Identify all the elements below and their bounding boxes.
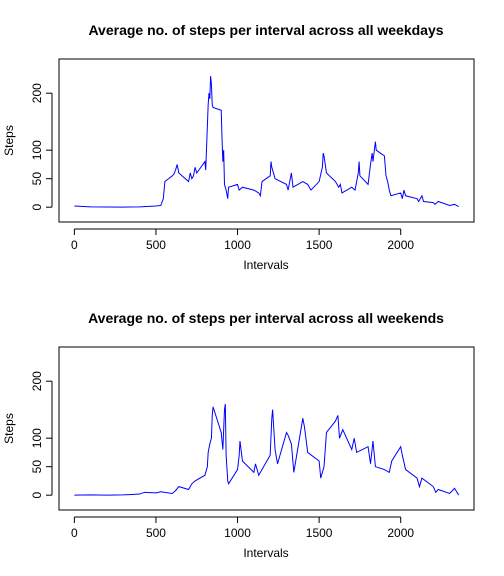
x-tick-label: 2000 [387, 526, 414, 540]
y-tick-label: 200 [30, 371, 44, 391]
y-tick-label: 200 [30, 83, 44, 103]
x-axis-label: Intervals [243, 258, 288, 272]
y-axis-label: Steps [2, 125, 16, 156]
line [74, 76, 459, 208]
line [74, 403, 460, 496]
y-tick-label: 50 [30, 460, 44, 474]
x-tick-label: 1000 [224, 526, 251, 540]
chart-title: Average no. of steps per interval across… [88, 310, 444, 326]
plot-box [58, 58, 475, 223]
x-tick-label: 1000 [224, 238, 251, 252]
x-tick-label: 1500 [306, 526, 333, 540]
x-tick-label: 0 [71, 526, 78, 540]
plot-box [58, 346, 475, 511]
y-tick-label: 0 [30, 204, 44, 211]
x-tick-label: 500 [146, 238, 166, 252]
y-tick-label: 100 [30, 140, 44, 160]
y-tick-label: 100 [30, 428, 44, 448]
y-tick-label: 50 [30, 172, 44, 186]
y-tick-label: 0 [30, 492, 44, 499]
x-tick-label: 1500 [306, 238, 333, 252]
x-tick-label: 0 [71, 238, 78, 252]
x-tick-label: 2000 [387, 238, 414, 252]
x-axis-label: Intervals [243, 546, 288, 560]
chart-title: Average no. of steps per interval across… [88, 22, 443, 38]
x-tick-label: 500 [146, 526, 166, 540]
y-axis-label: Steps [2, 413, 16, 444]
